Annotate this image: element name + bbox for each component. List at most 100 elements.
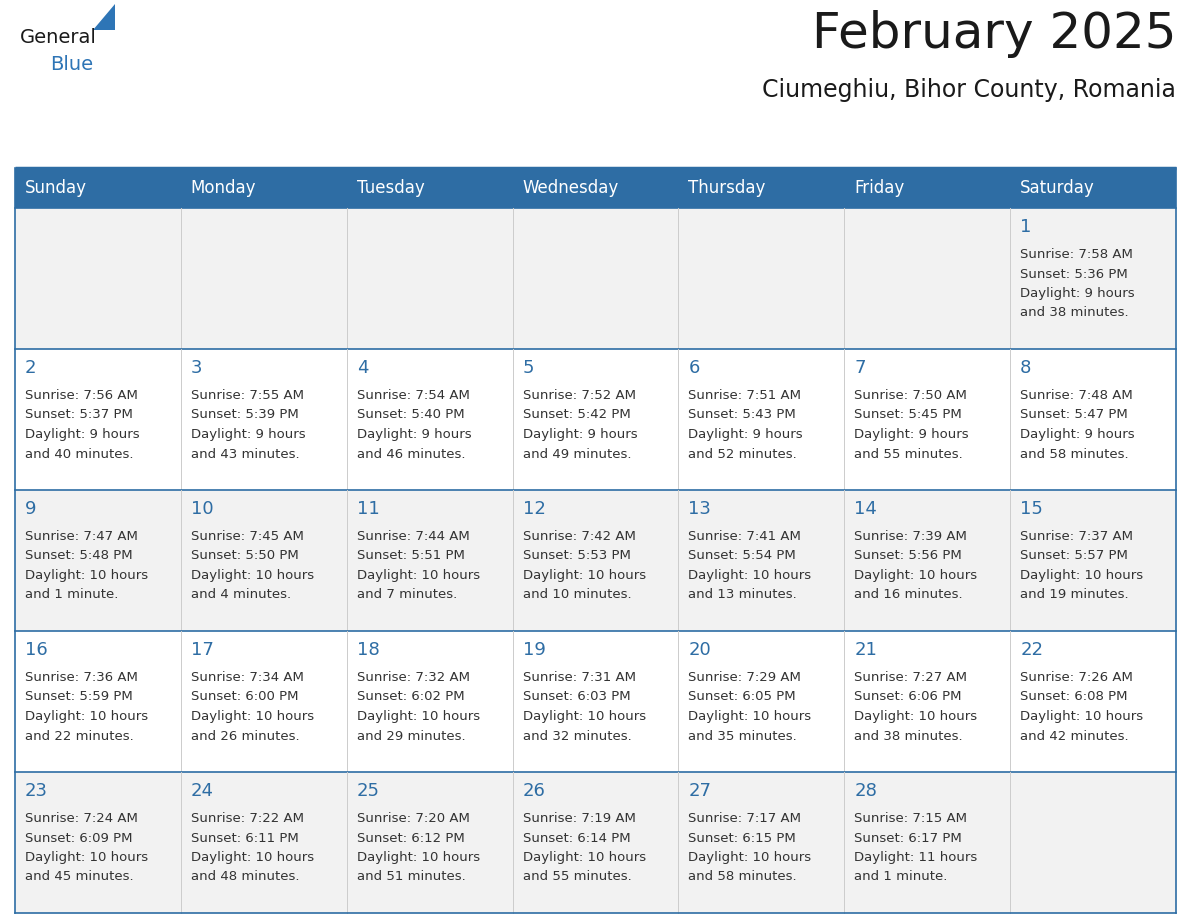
Text: Sunrise: 7:32 AM: Sunrise: 7:32 AM bbox=[356, 671, 469, 684]
Text: Daylight: 9 hours: Daylight: 9 hours bbox=[356, 428, 472, 441]
Text: Daylight: 10 hours: Daylight: 10 hours bbox=[25, 851, 148, 864]
Text: Sunday: Sunday bbox=[25, 179, 87, 197]
Text: Sunset: 5:45 PM: Sunset: 5:45 PM bbox=[854, 409, 962, 421]
Text: General: General bbox=[20, 28, 97, 47]
Text: and 58 minutes.: and 58 minutes. bbox=[688, 870, 797, 883]
Text: and 19 minutes.: and 19 minutes. bbox=[1020, 588, 1129, 601]
Text: 13: 13 bbox=[688, 500, 712, 518]
Text: Daylight: 10 hours: Daylight: 10 hours bbox=[854, 569, 978, 582]
Text: Daylight: 10 hours: Daylight: 10 hours bbox=[523, 569, 646, 582]
Text: Sunrise: 7:51 AM: Sunrise: 7:51 AM bbox=[688, 389, 802, 402]
Bar bbox=[15, 490, 1176, 631]
Text: Sunset: 6:08 PM: Sunset: 6:08 PM bbox=[1020, 690, 1127, 703]
Text: and 29 minutes.: and 29 minutes. bbox=[356, 730, 466, 743]
Text: Sunrise: 7:39 AM: Sunrise: 7:39 AM bbox=[854, 530, 967, 543]
Text: and 38 minutes.: and 38 minutes. bbox=[854, 730, 963, 743]
Text: Sunset: 6:00 PM: Sunset: 6:00 PM bbox=[191, 690, 298, 703]
Text: Sunrise: 7:47 AM: Sunrise: 7:47 AM bbox=[25, 530, 138, 543]
Text: 17: 17 bbox=[191, 641, 214, 659]
Text: Ciumeghiu, Bihor County, Romania: Ciumeghiu, Bihor County, Romania bbox=[763, 78, 1176, 102]
Text: 6: 6 bbox=[688, 359, 700, 377]
Text: Daylight: 9 hours: Daylight: 9 hours bbox=[523, 428, 637, 441]
Text: February 2025: February 2025 bbox=[811, 10, 1176, 58]
Text: and 1 minute.: and 1 minute. bbox=[854, 870, 948, 883]
Text: Sunset: 5:42 PM: Sunset: 5:42 PM bbox=[523, 409, 631, 421]
Text: Daylight: 9 hours: Daylight: 9 hours bbox=[25, 428, 140, 441]
Text: Sunset: 5:36 PM: Sunset: 5:36 PM bbox=[1020, 267, 1127, 281]
Text: Daylight: 10 hours: Daylight: 10 hours bbox=[1020, 569, 1143, 582]
Text: Daylight: 10 hours: Daylight: 10 hours bbox=[25, 569, 148, 582]
Text: Sunset: 6:03 PM: Sunset: 6:03 PM bbox=[523, 690, 630, 703]
Text: 4: 4 bbox=[356, 359, 368, 377]
Text: Daylight: 10 hours: Daylight: 10 hours bbox=[191, 710, 314, 723]
Text: Sunset: 6:06 PM: Sunset: 6:06 PM bbox=[854, 690, 962, 703]
Text: Saturday: Saturday bbox=[1020, 179, 1095, 197]
Text: 8: 8 bbox=[1020, 359, 1031, 377]
Bar bbox=[15, 168, 1176, 208]
Text: Sunrise: 7:27 AM: Sunrise: 7:27 AM bbox=[854, 671, 967, 684]
Text: 20: 20 bbox=[688, 641, 712, 659]
Text: 1: 1 bbox=[1020, 218, 1031, 236]
Text: Sunrise: 7:26 AM: Sunrise: 7:26 AM bbox=[1020, 671, 1133, 684]
Text: and 49 minutes.: and 49 minutes. bbox=[523, 447, 631, 461]
Text: 26: 26 bbox=[523, 782, 545, 800]
Text: Sunset: 5:50 PM: Sunset: 5:50 PM bbox=[191, 550, 298, 563]
Text: 10: 10 bbox=[191, 500, 214, 518]
Text: and 55 minutes.: and 55 minutes. bbox=[854, 447, 963, 461]
Text: 2: 2 bbox=[25, 359, 37, 377]
Bar bbox=[15, 208, 1176, 349]
Text: Sunset: 5:54 PM: Sunset: 5:54 PM bbox=[688, 550, 796, 563]
Text: 3: 3 bbox=[191, 359, 202, 377]
Text: Thursday: Thursday bbox=[688, 179, 766, 197]
Text: Daylight: 10 hours: Daylight: 10 hours bbox=[854, 710, 978, 723]
Text: Sunset: 5:56 PM: Sunset: 5:56 PM bbox=[854, 550, 962, 563]
Bar bbox=[15, 772, 1176, 913]
Text: Friday: Friday bbox=[854, 179, 904, 197]
Text: and 45 minutes.: and 45 minutes. bbox=[25, 870, 133, 883]
Text: Sunset: 6:09 PM: Sunset: 6:09 PM bbox=[25, 832, 133, 845]
Text: Sunrise: 7:48 AM: Sunrise: 7:48 AM bbox=[1020, 389, 1133, 402]
Text: Daylight: 10 hours: Daylight: 10 hours bbox=[191, 569, 314, 582]
Text: and 26 minutes.: and 26 minutes. bbox=[191, 730, 299, 743]
Text: Daylight: 10 hours: Daylight: 10 hours bbox=[688, 851, 811, 864]
Text: 11: 11 bbox=[356, 500, 379, 518]
Text: Sunrise: 7:31 AM: Sunrise: 7:31 AM bbox=[523, 671, 636, 684]
Text: Sunset: 5:37 PM: Sunset: 5:37 PM bbox=[25, 409, 133, 421]
Text: Sunset: 6:17 PM: Sunset: 6:17 PM bbox=[854, 832, 962, 845]
Text: Daylight: 10 hours: Daylight: 10 hours bbox=[688, 710, 811, 723]
Text: Sunset: 6:02 PM: Sunset: 6:02 PM bbox=[356, 690, 465, 703]
Text: and 32 minutes.: and 32 minutes. bbox=[523, 730, 631, 743]
Text: and 38 minutes.: and 38 minutes. bbox=[1020, 307, 1129, 319]
Text: Daylight: 10 hours: Daylight: 10 hours bbox=[523, 851, 646, 864]
Text: 23: 23 bbox=[25, 782, 48, 800]
Text: Daylight: 9 hours: Daylight: 9 hours bbox=[688, 428, 803, 441]
Text: 16: 16 bbox=[25, 641, 48, 659]
Text: Sunrise: 7:50 AM: Sunrise: 7:50 AM bbox=[854, 389, 967, 402]
Text: Sunrise: 7:19 AM: Sunrise: 7:19 AM bbox=[523, 812, 636, 825]
Text: 28: 28 bbox=[854, 782, 877, 800]
Text: Sunset: 6:14 PM: Sunset: 6:14 PM bbox=[523, 832, 630, 845]
Text: Sunrise: 7:20 AM: Sunrise: 7:20 AM bbox=[356, 812, 469, 825]
Text: Sunrise: 7:24 AM: Sunrise: 7:24 AM bbox=[25, 812, 138, 825]
Text: Daylight: 10 hours: Daylight: 10 hours bbox=[191, 851, 314, 864]
Text: Sunrise: 7:22 AM: Sunrise: 7:22 AM bbox=[191, 812, 304, 825]
Text: Daylight: 9 hours: Daylight: 9 hours bbox=[854, 428, 969, 441]
Text: Sunset: 6:15 PM: Sunset: 6:15 PM bbox=[688, 832, 796, 845]
Text: Sunrise: 7:55 AM: Sunrise: 7:55 AM bbox=[191, 389, 304, 402]
Text: Sunrise: 7:54 AM: Sunrise: 7:54 AM bbox=[356, 389, 469, 402]
Text: Sunset: 5:47 PM: Sunset: 5:47 PM bbox=[1020, 409, 1127, 421]
Text: 9: 9 bbox=[25, 500, 37, 518]
Text: Sunrise: 7:15 AM: Sunrise: 7:15 AM bbox=[854, 812, 967, 825]
Text: Blue: Blue bbox=[50, 55, 93, 74]
Text: 12: 12 bbox=[523, 500, 545, 518]
Text: Sunset: 5:48 PM: Sunset: 5:48 PM bbox=[25, 550, 133, 563]
Text: Daylight: 9 hours: Daylight: 9 hours bbox=[1020, 287, 1135, 300]
Bar bbox=[15, 631, 1176, 772]
Text: Daylight: 9 hours: Daylight: 9 hours bbox=[1020, 428, 1135, 441]
Text: Wednesday: Wednesday bbox=[523, 179, 619, 197]
Text: Sunset: 5:51 PM: Sunset: 5:51 PM bbox=[356, 550, 465, 563]
Text: 14: 14 bbox=[854, 500, 877, 518]
Bar bbox=[15, 349, 1176, 490]
Text: and 10 minutes.: and 10 minutes. bbox=[523, 588, 631, 601]
Text: and 7 minutes.: and 7 minutes. bbox=[356, 588, 457, 601]
